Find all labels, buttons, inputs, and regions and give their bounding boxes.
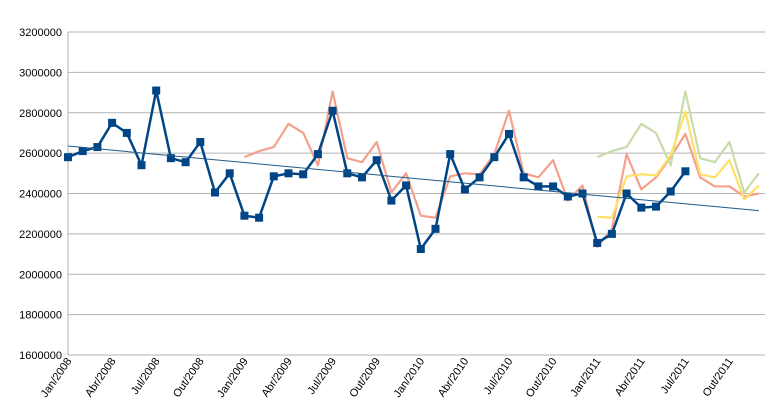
data-point [240,211,249,220]
data-point [475,173,484,182]
data-point [343,169,352,178]
y-tick-label: 3200000 [19,27,62,39]
trend-line [67,145,759,212]
y-tick-label: 2800000 [19,108,62,120]
data-point [446,150,455,159]
x-tick-label: Abr/2010 [436,356,471,399]
data-point [78,147,87,156]
data-point [269,172,278,181]
data-point [64,153,72,162]
data-point [211,188,219,197]
data-point [505,129,513,138]
data-point [578,189,587,198]
series-line [597,110,760,219]
y-tick-label: 2000000 [19,269,62,281]
data-point [490,153,499,162]
data-point [637,203,646,212]
data-point [549,182,558,191]
data-point [225,169,234,178]
y-tick-label: 3000000 [19,67,62,79]
data-point [166,154,175,163]
x-tick-label: Jan/2011 [568,356,603,399]
data-point [284,169,293,178]
y-tick-label: 1800000 [19,310,62,322]
x-tick-label: Jul/2009 [305,356,339,397]
x-tick-label: Abr/2011 [613,356,648,399]
x-tick-label: Out/2009 [347,356,383,400]
data-point [328,106,337,115]
data-point [108,118,117,127]
data-point [431,224,440,233]
data-point [152,86,161,95]
data-point [607,229,616,238]
data-point [93,143,102,152]
y-tick-label: 1600000 [19,350,62,362]
data-point [534,182,543,191]
x-tick-label: Jan/2008 [39,356,75,400]
data-point [681,167,690,176]
x-tick-label: Jan/2010 [391,356,427,400]
x-tick-label: Out/2010 [524,356,560,400]
y-tick-label: 2200000 [19,229,62,241]
data-point [402,181,411,190]
series-line [596,90,760,194]
data-point [460,185,469,194]
x-tick-label: Out/2011 [701,356,736,399]
series-line [67,89,687,251]
data-point [313,150,322,159]
x-tick-label: Jul/2010 [482,356,516,397]
data-point [666,187,675,196]
data-point [387,196,396,205]
data-point [372,156,381,165]
x-tick-label: Abr/2008 [83,356,118,399]
x-tick-label: Abr/2009 [260,356,295,399]
data-point [255,213,264,222]
data-point [652,202,660,211]
x-tick-label: Jul/2008 [129,356,163,397]
data-point [122,128,131,137]
x-tick-label: Jul/2011 [659,356,692,396]
data-point [416,245,425,254]
data-point [299,170,308,179]
data-point [622,189,631,198]
data-point [181,158,190,167]
y-tick-label: 2600000 [19,148,62,160]
data-point [196,138,205,147]
data-point [593,238,602,247]
data-point [563,192,572,201]
data-point [137,161,146,170]
data-point [519,173,528,182]
x-tick-label: Out/2008 [171,356,207,400]
data-point [358,173,366,182]
x-tick-label: Jan/2009 [215,356,251,400]
y-tick-label: 2400000 [19,189,62,201]
